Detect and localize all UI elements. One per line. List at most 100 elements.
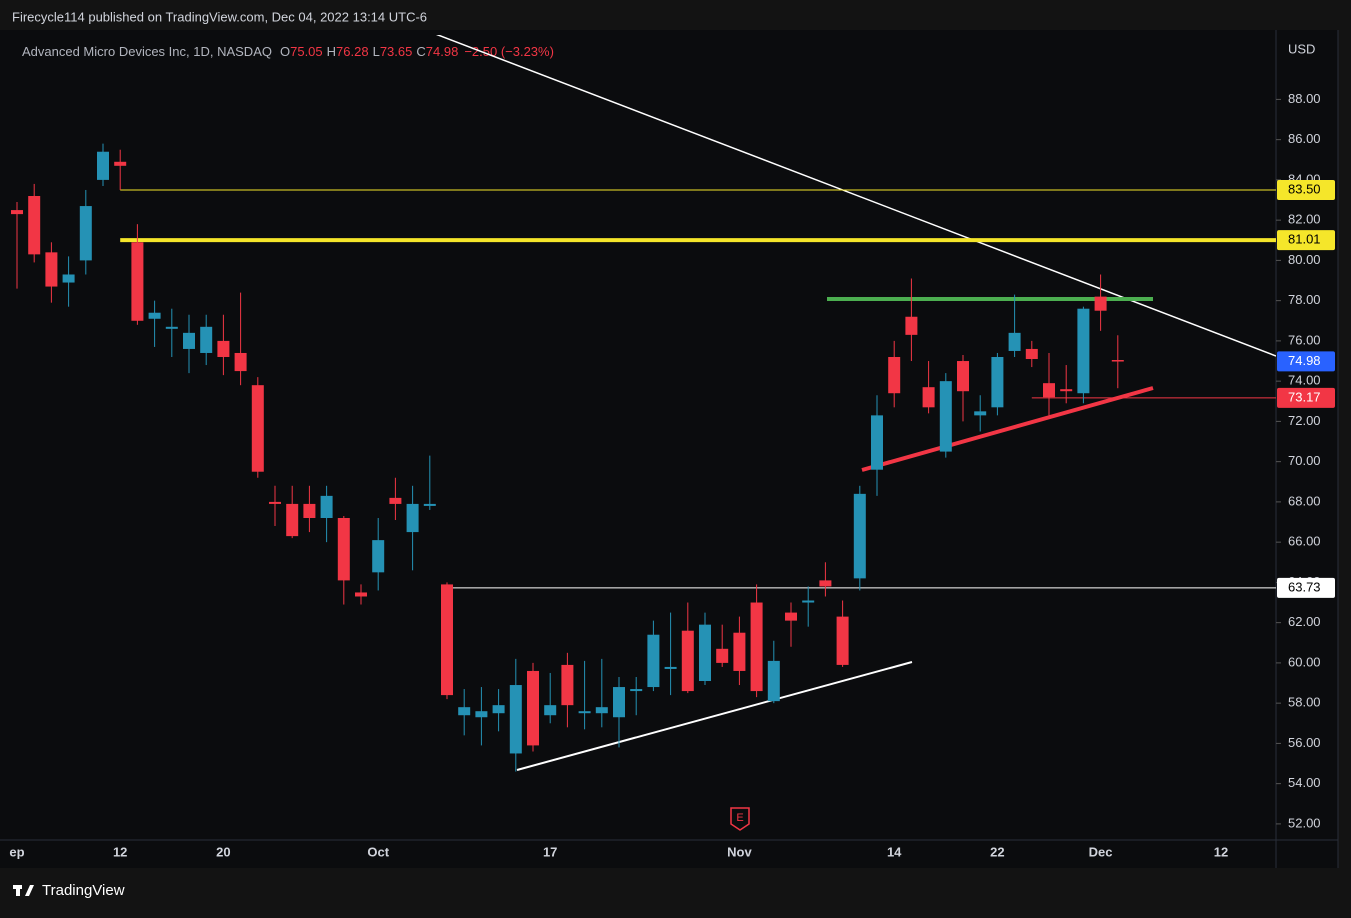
candle-body: [337, 518, 350, 581]
candle-body: [183, 332, 195, 349]
candle-body: [699, 624, 711, 682]
candle-body: [767, 660, 780, 702]
x-tick-label: Oct: [367, 844, 389, 859]
legend-key: H: [327, 44, 336, 59]
candle-body: [441, 584, 453, 696]
candle-body: [819, 580, 832, 587]
candle-body: [905, 316, 918, 335]
legend-value: 75.05: [290, 44, 323, 59]
price-label: 74.98: [1288, 353, 1321, 368]
x-tick-label: 14: [887, 844, 902, 859]
price-label-box: [1277, 387, 1335, 408]
candle-body: [131, 242, 144, 321]
x-tick-label: 20: [216, 844, 230, 859]
price-label-box: [1277, 179, 1335, 200]
candle-body: [561, 664, 574, 706]
candle-body: [1077, 308, 1090, 394]
candle-body: [544, 705, 557, 716]
y-tick-label: 86.00: [1288, 131, 1321, 146]
candle-body: [1008, 332, 1021, 351]
candle-body: [716, 648, 729, 663]
candle-body: [234, 352, 247, 372]
candle-body: [320, 495, 333, 518]
candle-body: [492, 705, 505, 714]
legend-value: 76.28: [336, 44, 369, 59]
y-tick-label: 74.00: [1288, 373, 1321, 388]
symbol: Advanced Micro Devices Inc, 1D, NASDAQ: [22, 44, 272, 59]
candle-body: [200, 326, 213, 353]
chart-pane: [0, 30, 1338, 868]
price-label-box: [1277, 351, 1335, 372]
candle-body: [664, 666, 677, 669]
earnings-marker: E: [730, 807, 750, 831]
x-tick-label: ep: [9, 844, 24, 859]
candle-body: [28, 196, 41, 255]
legend-key: C: [416, 44, 425, 59]
candle-body: [148, 312, 161, 319]
y-tick-label: 70.00: [1288, 453, 1321, 468]
candle-body: [1043, 383, 1055, 398]
candle-body: [114, 161, 127, 166]
candle-body: [630, 689, 643, 692]
price-label: 83.50: [1288, 181, 1321, 196]
y-tick-label: 82.00: [1288, 212, 1321, 227]
price-label: 63.73: [1288, 579, 1321, 594]
candle-body: [355, 592, 367, 597]
candle-body: [251, 385, 264, 472]
y-tick-label: 80.00: [1288, 252, 1321, 267]
x-tick-label: 12: [1214, 844, 1228, 859]
candle-body: [939, 381, 952, 452]
candle-body: [45, 252, 58, 287]
candle-body: [217, 340, 230, 357]
candle-body: [647, 634, 660, 688]
candle-body: [836, 616, 849, 665]
candle-body: [475, 711, 488, 718]
candle-body: [785, 612, 797, 621]
candle-body: [458, 707, 471, 716]
candle-body: [888, 357, 901, 394]
candle-body: [595, 707, 608, 714]
candle-body: [733, 632, 746, 671]
candle-body: [509, 685, 522, 754]
y-tick-label: 60.00: [1288, 654, 1321, 669]
candle-body: [286, 503, 299, 537]
logo: [13, 885, 34, 896]
price-label-box: [1277, 230, 1335, 251]
y-tick-label: 76.00: [1288, 332, 1321, 347]
y-tick-label: 72.00: [1288, 413, 1321, 428]
legend-key: L: [373, 44, 380, 59]
candle-body: [527, 670, 539, 746]
y-tick-label: 78.00: [1288, 292, 1321, 307]
footer-brand: TradingView: [42, 882, 125, 899]
candle-body: [11, 210, 23, 215]
candle-body: [269, 501, 281, 504]
x-tick-label: 22: [990, 844, 1004, 859]
y-tick-label: 68.00: [1288, 493, 1321, 508]
candle-body: [991, 357, 1004, 408]
candle-body: [681, 630, 694, 692]
trend-line: [861, 386, 1154, 472]
candle-body: [303, 503, 316, 518]
y-tick-label: 58.00: [1288, 695, 1321, 710]
x-tick-label: Nov: [727, 844, 752, 859]
candle-body: [389, 497, 402, 504]
legend-value: 74.98: [426, 44, 459, 59]
y-tick-label: 52.00: [1288, 815, 1321, 830]
candle-body: [165, 326, 178, 329]
candle-body: [1111, 360, 1124, 362]
published-line: Firecycle114 published on TradingView.co…: [12, 9, 427, 24]
price-label-box: [1277, 577, 1335, 598]
candle-body: [957, 361, 969, 392]
legend-key: O: [280, 44, 290, 59]
candle-body: [97, 151, 109, 180]
candle-body: [802, 600, 815, 603]
trend-line: [435, 35, 1276, 357]
candle-body: [974, 411, 987, 416]
candle-body: [406, 503, 419, 533]
x-tick-label: 12: [113, 844, 127, 859]
candle-body: [750, 602, 763, 692]
candle-body: [423, 503, 436, 506]
plot-area: [11, 35, 1276, 772]
candle-body: [1060, 389, 1073, 392]
